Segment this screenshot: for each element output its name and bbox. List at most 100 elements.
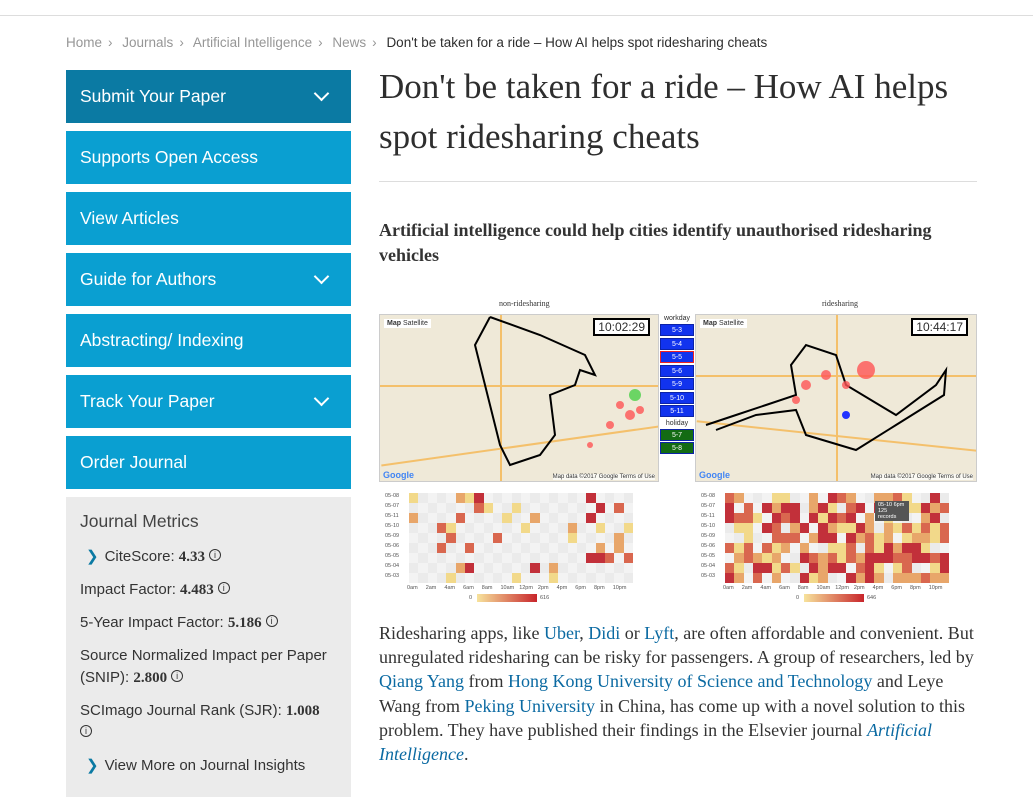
- heatmap-cell[interactable]: [604, 553, 615, 563]
- heatmap-cell[interactable]: [464, 573, 475, 583]
- sidebar-item-open-access[interactable]: Supports Open Access: [66, 131, 351, 184]
- heatmap-cell[interactable]: [780, 563, 791, 573]
- heatmap-cell[interactable]: [725, 563, 735, 573]
- breadcrumb-home[interactable]: Home: [66, 35, 103, 50]
- breadcrumb-journal[interactable]: Artificial Intelligence: [192, 35, 313, 50]
- day-button-5-5[interactable]: 5-5: [660, 351, 694, 363]
- heatmap-cell[interactable]: [502, 523, 512, 533]
- heatmap-cell[interactable]: [548, 543, 559, 553]
- day-button-5-9[interactable]: 5-9: [660, 378, 694, 390]
- heatmap-cell[interactable]: [418, 533, 428, 543]
- heatmap-cell[interactable]: [604, 513, 615, 523]
- heatmap-cell[interactable]: [623, 503, 633, 513]
- heatmap-cell[interactable]: [836, 523, 847, 533]
- heatmap-cell[interactable]: [874, 543, 884, 553]
- heatmap-cell[interactable]: [586, 503, 596, 513]
- breadcrumb-journals[interactable]: Journals: [122, 35, 174, 50]
- heatmap-cell[interactable]: [846, 553, 856, 563]
- heatmap-cell[interactable]: [799, 513, 809, 523]
- heatmap-cell[interactable]: [604, 503, 615, 513]
- heatmap-cell[interactable]: [427, 563, 437, 573]
- sidebar-item-view-articles[interactable]: View Articles: [66, 192, 351, 245]
- heatmap-cell[interactable]: [548, 563, 559, 573]
- heatmap-cell[interactable]: [864, 573, 875, 583]
- heatmap-cell[interactable]: [874, 563, 884, 573]
- heatmap-cell[interactable]: [883, 573, 893, 583]
- heatmap-cell[interactable]: [474, 493, 484, 503]
- heatmap-cell[interactable]: [771, 523, 781, 533]
- heatmap-cell[interactable]: [799, 553, 809, 563]
- heatmap-cell[interactable]: [808, 503, 819, 513]
- heatmap-cell[interactable]: [520, 513, 531, 523]
- heatmap-cell[interactable]: [930, 573, 940, 583]
- heatmap-cell[interactable]: [939, 513, 949, 523]
- heatmap-cell[interactable]: [511, 553, 521, 563]
- day-button-5-6[interactable]: 5-6: [660, 364, 694, 377]
- heatmap-cell[interactable]: [939, 563, 949, 573]
- heatmap-cell[interactable]: [409, 563, 419, 573]
- heatmap-cell[interactable]: [771, 553, 781, 563]
- heatmap-cell[interactable]: [576, 553, 587, 563]
- heatmap-cell[interactable]: [539, 513, 549, 523]
- heatmap-cell[interactable]: [464, 553, 475, 563]
- heatmap-cell[interactable]: [474, 543, 484, 553]
- heatmap-cell[interactable]: [586, 533, 596, 543]
- didi-link[interactable]: Didi: [588, 623, 621, 643]
- heatmap-cell[interactable]: [436, 523, 447, 533]
- heatmap-cell[interactable]: [846, 493, 856, 503]
- heatmap-cell[interactable]: [446, 503, 456, 513]
- heatmap-cell[interactable]: [734, 563, 744, 573]
- heatmap-cell[interactable]: [492, 553, 503, 563]
- heatmap-cell[interactable]: [492, 503, 503, 513]
- heatmap-cell[interactable]: [762, 523, 772, 533]
- day-button-5-8[interactable]: 5-8: [660, 442, 694, 454]
- heatmap-cell[interactable]: [939, 523, 949, 533]
- heatmap-cell[interactable]: [930, 503, 940, 513]
- heatmap-cell[interactable]: [743, 513, 753, 523]
- heatmap-cell[interactable]: [558, 523, 568, 533]
- heatmap-cell[interactable]: [846, 573, 856, 583]
- heatmap-cell[interactable]: [780, 503, 791, 513]
- heatmap-cell[interactable]: [874, 523, 884, 533]
- sidebar-item-track-paper[interactable]: Track Your Paper: [66, 375, 351, 428]
- heatmap-cell[interactable]: [762, 533, 772, 543]
- heatmap-cell[interactable]: [567, 573, 577, 583]
- heatmap-cell[interactable]: [902, 553, 912, 563]
- heatmap-cell[interactable]: [818, 533, 828, 543]
- heatmap-cell[interactable]: [614, 503, 624, 513]
- heatmap-cell[interactable]: [892, 563, 903, 573]
- heatmap-cell[interactable]: [799, 523, 809, 533]
- heatmap-cell[interactable]: [836, 553, 847, 563]
- heatmap-cell[interactable]: [595, 503, 605, 513]
- heatmap-cell[interactable]: [780, 543, 791, 553]
- heatmap-cell[interactable]: [455, 563, 465, 573]
- heatmap-cell[interactable]: [614, 553, 624, 563]
- pku-link[interactable]: Peking University: [464, 695, 596, 716]
- map-type-button[interactable]: Map Satellite: [700, 319, 747, 328]
- heatmap-cell[interactable]: [418, 493, 428, 503]
- citescore-row[interactable]: ❯ CiteScore: 4.33 i: [80, 546, 337, 568]
- heatmap-cell[interactable]: [567, 513, 577, 523]
- hkust-link[interactable]: Hong Kong University of Science and Tech…: [508, 671, 873, 692]
- heatmap-cell[interactable]: [836, 513, 847, 523]
- heatmap-cell[interactable]: [846, 533, 856, 543]
- day-button-5-7[interactable]: 5-7: [660, 428, 694, 441]
- heatmap-cell[interactable]: [511, 573, 521, 583]
- heatmap-cell[interactable]: [474, 513, 484, 523]
- heatmap-cell[interactable]: [474, 523, 484, 533]
- heatmap-cell[interactable]: [427, 523, 437, 533]
- heatmap-cell[interactable]: [892, 553, 903, 563]
- heatmap-cell[interactable]: [436, 553, 447, 563]
- heatmap-cell[interactable]: [864, 503, 875, 513]
- heatmap-cell[interactable]: [780, 493, 791, 503]
- heatmap-cell[interactable]: [930, 513, 940, 523]
- heatmap-cell[interactable]: [892, 493, 903, 503]
- heatmap-cell[interactable]: [874, 493, 884, 503]
- heatmap-cell[interactable]: [771, 563, 781, 573]
- heatmap-cell[interactable]: [539, 573, 549, 583]
- heatmap-cell[interactable]: [586, 513, 596, 523]
- heatmap-cell[interactable]: [902, 523, 912, 533]
- heatmap-cell[interactable]: [455, 523, 465, 533]
- heatmap-cell[interactable]: [502, 543, 512, 553]
- heatmap-cell[interactable]: [855, 503, 865, 513]
